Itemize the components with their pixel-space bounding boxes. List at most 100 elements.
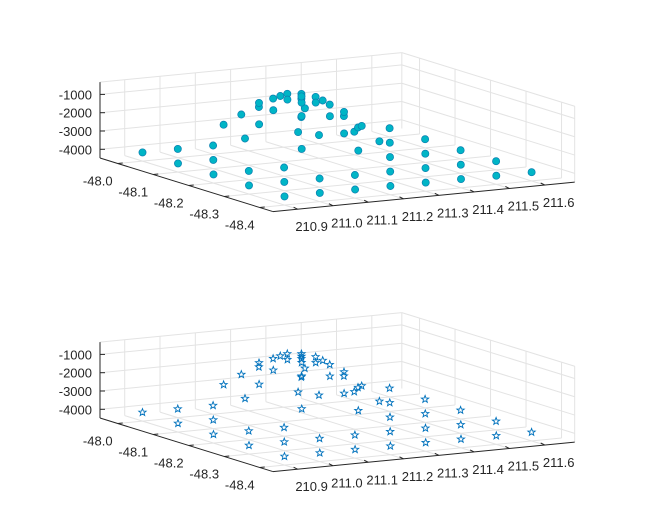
y-axis-line <box>99 157 274 213</box>
z-tick-label: -2000 <box>59 366 92 381</box>
data-point <box>385 426 396 436</box>
data-point <box>208 414 219 425</box>
z-tick-label: -2000 <box>59 106 92 121</box>
data-point <box>375 137 384 146</box>
data-point <box>491 416 501 426</box>
grid-line-y <box>117 133 420 164</box>
x-tick-label: 211.2 <box>402 209 434 224</box>
z-tick-label: -1000 <box>59 347 92 362</box>
data-point <box>385 440 396 451</box>
data-point <box>456 433 466 444</box>
data-point <box>384 397 395 407</box>
data-point <box>385 411 395 422</box>
x-axis-line <box>272 441 575 473</box>
data-point <box>420 394 430 404</box>
grid-line-x <box>230 144 404 200</box>
data-point <box>279 451 290 461</box>
data-point <box>269 106 278 115</box>
y-tick <box>188 184 194 186</box>
data-point <box>526 427 537 437</box>
grid-line-y <box>153 144 456 175</box>
data-point <box>296 371 307 381</box>
grid-line-y <box>259 437 562 468</box>
x-tick-label: 211.3 <box>437 465 469 480</box>
box-edge <box>401 52 575 107</box>
data-point <box>492 157 501 166</box>
grid-line-z <box>99 101 402 132</box>
grid-line-z <box>401 82 575 138</box>
data-point <box>421 149 430 158</box>
scatter3-plot-circles: -4000 -3000 -2000 -1000 -48.0 -48.1 -48.2 -48.3… <box>59 52 576 234</box>
data-point <box>385 124 394 133</box>
data-point <box>280 177 289 186</box>
grid-line-z <box>99 342 402 374</box>
grid-line-y <box>153 404 456 435</box>
grid-line-x <box>336 394 510 449</box>
data-point <box>255 98 263 107</box>
data-point <box>385 138 394 147</box>
data-point <box>296 348 307 359</box>
data-point <box>527 168 536 177</box>
data-point <box>268 353 278 363</box>
x-tick <box>540 442 545 446</box>
grid-line-x <box>195 148 369 203</box>
x-tick <box>469 449 475 453</box>
data-point <box>356 380 367 391</box>
grid-line-x <box>301 397 475 453</box>
data-point <box>279 422 289 432</box>
x-tick-label: 211.2 <box>402 469 434 484</box>
y-tick <box>153 173 159 175</box>
data-point <box>310 357 321 367</box>
x-tick <box>399 196 404 200</box>
y-tick-label: -48.4 <box>225 478 255 493</box>
x-tick-label: 211.3 <box>437 205 469 220</box>
data-point <box>491 430 502 440</box>
grid-line-y <box>224 426 527 457</box>
x-tick-label: 211.5 <box>508 458 540 473</box>
grid-line-x <box>159 411 334 467</box>
y-tick <box>188 444 194 446</box>
data-point <box>314 389 324 400</box>
data-point <box>172 403 183 414</box>
data-point <box>137 407 148 417</box>
x-tick <box>293 466 298 470</box>
x-tick-label: 210.9 <box>295 479 328 494</box>
data-point <box>351 185 360 194</box>
data-point <box>421 135 430 144</box>
data-point <box>294 128 303 137</box>
x-tick <box>469 189 475 193</box>
z-tick-label: -1000 <box>59 87 92 102</box>
x-tick-label: 211.4 <box>472 202 504 217</box>
grid-line-z <box>401 324 575 379</box>
data-point <box>420 408 431 418</box>
data-point <box>254 379 265 389</box>
data-point <box>386 167 395 176</box>
y-tick <box>153 433 159 435</box>
data-point <box>255 120 264 129</box>
grid-line-x <box>195 408 369 463</box>
data-point <box>218 379 229 389</box>
z-tick-label: -3000 <box>59 124 92 139</box>
data-point <box>354 146 363 155</box>
data-point <box>325 371 335 381</box>
data-point <box>173 144 182 153</box>
data-point <box>209 155 218 164</box>
x-tick-label: 211.6 <box>543 195 575 210</box>
data-point <box>245 181 253 190</box>
data-point <box>420 422 431 433</box>
data-point <box>208 400 218 410</box>
data-point <box>254 357 264 367</box>
data-point <box>280 192 289 201</box>
grid-line-x <box>230 404 404 460</box>
data-point <box>350 444 360 454</box>
data-point <box>174 159 182 168</box>
data-point <box>268 365 279 375</box>
data-point <box>283 95 292 104</box>
data-point <box>209 170 218 179</box>
data-point <box>275 350 286 361</box>
z-tick-label: -4000 <box>59 402 92 417</box>
x-tick-label: 211.5 <box>508 198 540 213</box>
z-tick-label: -4000 <box>59 142 92 157</box>
grid-line-x <box>371 130 545 186</box>
data-point <box>236 369 247 379</box>
